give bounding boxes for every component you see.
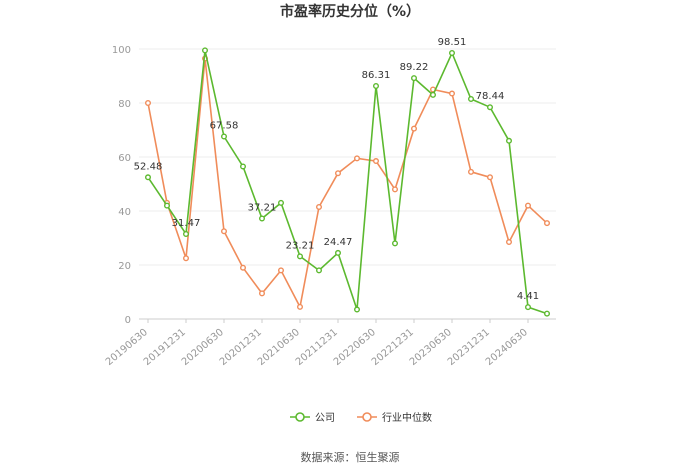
y-tick-label: 20 <box>118 261 131 272</box>
grid <box>139 48 556 320</box>
data-point <box>220 228 227 235</box>
data-label: 37.21 <box>248 203 277 214</box>
data-point <box>220 133 227 140</box>
data-point <box>144 99 151 106</box>
data-point <box>259 290 266 297</box>
data-label: 52.48 <box>134 161 163 172</box>
data-point <box>373 158 380 165</box>
data-point <box>259 215 266 222</box>
data-label: 31.47 <box>172 218 201 229</box>
data-label: 98.51 <box>438 37 467 48</box>
data-label: 78.44 <box>476 91 505 102</box>
data-point <box>335 249 342 256</box>
source-text: 数据来源：恒生聚源 <box>301 450 400 464</box>
x-axis: 2019063020191231202006302020123120210630… <box>104 319 530 368</box>
legend-marker-1 <box>362 412 372 422</box>
series-line-0 <box>147 50 548 315</box>
data-point <box>239 264 246 271</box>
data-label: 23.21 <box>286 240 315 251</box>
data-label: 24.47 <box>324 237 353 248</box>
legend-label-0: 公司 <box>315 413 335 424</box>
data-point <box>201 47 208 54</box>
y-tick-label: 40 <box>118 207 131 218</box>
x-tick-label: 20240630 <box>484 327 530 368</box>
data-point <box>544 220 551 227</box>
data-label: 89.22 <box>400 62 429 73</box>
data-labels: 52.48 31.47 67.58 37.21 23.21 24.47 86.31 89.22… <box>134 37 539 302</box>
legend-label-1: 行业中位数 <box>382 411 432 424</box>
data-label: 4.41 <box>517 291 539 302</box>
data-point <box>163 202 170 209</box>
chart-title: 市盈率历史分位（%） <box>280 3 420 20</box>
series-layer <box>144 47 551 317</box>
data-point <box>506 137 513 144</box>
data-point <box>544 310 551 317</box>
data-point <box>278 199 285 206</box>
data-point <box>449 50 456 57</box>
data-point <box>278 267 285 274</box>
data-point <box>182 255 189 262</box>
data-label: 67.58 <box>210 121 239 132</box>
data-point <box>468 95 475 102</box>
data-point <box>335 170 342 177</box>
data-point <box>297 253 304 260</box>
y-tick-label: 60 <box>118 153 131 164</box>
data-point <box>316 203 323 210</box>
data-point <box>525 304 532 311</box>
data-point <box>430 91 437 98</box>
data-point <box>182 231 189 238</box>
y-axis: 0 20 40 60 80 100 <box>112 45 131 326</box>
data-label: 86.31 <box>362 70 391 81</box>
data-point <box>144 174 151 181</box>
data-point <box>392 240 399 247</box>
data-point <box>468 168 475 175</box>
data-point <box>373 82 380 89</box>
y-tick-label: 0 <box>125 315 131 326</box>
data-point <box>487 104 494 111</box>
legend: 公司 行业中位数 <box>290 411 432 424</box>
data-point <box>354 306 361 313</box>
data-point <box>449 90 456 97</box>
y-tick-label: 100 <box>112 45 131 56</box>
y-tick-label: 80 <box>118 99 131 110</box>
data-point <box>316 267 323 274</box>
data-point <box>411 125 418 132</box>
data-point <box>392 186 399 193</box>
data-point <box>239 163 246 170</box>
data-point <box>411 75 418 82</box>
data-point <box>354 155 361 162</box>
data-point <box>525 202 532 209</box>
legend-marker-0 <box>295 412 305 422</box>
data-point <box>297 303 304 310</box>
data-point <box>506 239 513 246</box>
data-point <box>487 174 494 181</box>
series-line-1 <box>147 58 548 310</box>
